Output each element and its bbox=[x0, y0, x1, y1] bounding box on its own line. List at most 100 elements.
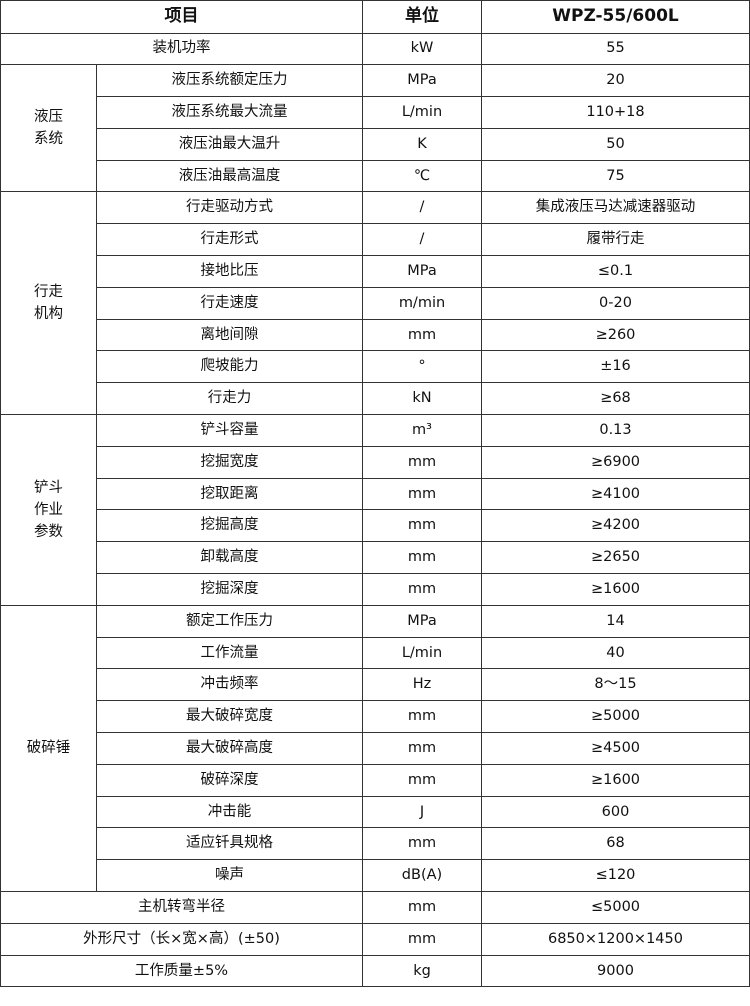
item-cell: 行走形式 bbox=[96, 223, 363, 257]
table-row: 主机转弯半径 mm ≤5000 bbox=[0, 891, 750, 924]
header-model: WPZ-55/600L bbox=[481, 0, 750, 34]
item-cell: 铲斗容量 bbox=[96, 414, 363, 447]
value-cell: 8～15 bbox=[481, 668, 750, 702]
value-cell: ≤0.1 bbox=[481, 255, 750, 288]
item-cell: 破碎深度 bbox=[96, 763, 363, 797]
unit-cell: kg bbox=[362, 954, 482, 988]
value-cell: 6850×1200×1450 bbox=[481, 922, 750, 956]
value-cell: 75 bbox=[481, 159, 750, 193]
table-row: 最大破碎宽度 mm ≥5000 bbox=[1, 700, 750, 734]
value-cell: 55 bbox=[481, 32, 750, 66]
item-cell: 接地比压 bbox=[96, 255, 363, 288]
table-row: 破碎锤 额定工作压力 MPa 14 bbox=[0, 604, 750, 893]
unit-cell: MPa bbox=[362, 64, 482, 98]
table-row: 适应钎具规格 mm 68 bbox=[1, 827, 750, 861]
unit-cell: MPa bbox=[362, 255, 482, 288]
value-cell: ≤5000 bbox=[481, 891, 750, 924]
unit-cell: mm bbox=[362, 732, 482, 765]
item-cell: 工作流量 bbox=[96, 636, 363, 670]
unit-cell: m³ bbox=[362, 414, 482, 447]
table-row: 破碎深度 mm ≥1600 bbox=[1, 763, 750, 797]
table-row: 液压油最大温升 K 50 bbox=[1, 127, 750, 161]
unit-cell: mm bbox=[362, 891, 482, 924]
item-cell: 冲击能 bbox=[96, 795, 363, 829]
item-cell: 最大破碎高度 bbox=[96, 732, 363, 765]
group-label: 铲斗 作业 参数 bbox=[0, 414, 97, 606]
table-row: 噪声 dB(A) ≤120 bbox=[1, 859, 750, 893]
value-cell: 20 bbox=[481, 64, 750, 98]
table-row: 液压系统 液压系统额定压力 MPa 20 bbox=[0, 64, 750, 193]
item-cell: 最大破碎宽度 bbox=[96, 700, 363, 734]
item-cell: 适应钎具规格 bbox=[96, 827, 363, 861]
value-cell: ≥4500 bbox=[481, 732, 750, 765]
item-cell: 行走驱动方式 bbox=[96, 191, 363, 225]
unit-cell: / bbox=[362, 223, 482, 257]
unit-cell: kN bbox=[362, 382, 482, 416]
value-cell: 集成液压马达减速器驱动 bbox=[481, 191, 750, 225]
item-cell: 挖掘高度 bbox=[96, 509, 363, 543]
item-cell: 噪声 bbox=[96, 859, 363, 893]
value-cell: ≥260 bbox=[481, 318, 750, 352]
unit-cell: J bbox=[362, 795, 482, 829]
value-cell: ≥4200 bbox=[481, 509, 750, 543]
table-row: 行走速度 m/min 0-20 bbox=[1, 286, 750, 320]
group-label-line: 破碎锤 bbox=[26, 740, 71, 757]
table-row: 冲击频率 Hz 8～15 bbox=[1, 668, 750, 702]
group-label-line: 作业 bbox=[34, 501, 63, 518]
unit-cell: m/min bbox=[362, 286, 482, 320]
group-label-line: 参数 bbox=[34, 523, 63, 540]
unit-cell: L/min bbox=[362, 96, 482, 129]
unit-cell: mm bbox=[362, 509, 482, 543]
table-row: 工作质量±5% kg 9000 bbox=[0, 954, 750, 988]
unit-cell: kW bbox=[362, 32, 482, 66]
table-row: 行走形式 / 履带行走 bbox=[1, 223, 750, 257]
header-item: 项目 bbox=[0, 0, 363, 34]
table-row: 行走力 kN ≥68 bbox=[1, 382, 750, 416]
unit-cell: mm bbox=[362, 763, 482, 797]
item-cell: 冲击频率 bbox=[96, 668, 363, 702]
item-cell: 行走力 bbox=[96, 382, 363, 416]
table-row: 挖掘宽度 mm ≥6900 bbox=[1, 445, 750, 479]
table-row: 液压油最高温度 ℃ 75 bbox=[1, 159, 750, 193]
table-row: 接地比压 MPa ≤0.1 bbox=[1, 255, 750, 288]
table-row: 液压系统最大流量 L/min 110+18 bbox=[1, 96, 750, 129]
table-row: 离地间隙 mm ≥260 bbox=[1, 318, 750, 352]
table-row: 最大破碎高度 mm ≥4500 bbox=[1, 732, 750, 765]
table-row: 挖掘高度 mm ≥4200 bbox=[1, 509, 750, 543]
item-cell: 液压油最高温度 bbox=[96, 159, 363, 193]
item-cell: 主机转弯半径 bbox=[0, 891, 363, 924]
value-cell: 68 bbox=[481, 827, 750, 861]
item-cell: 外形尺寸（长×宽×高）(±50) bbox=[0, 922, 363, 956]
item-cell: 装机功率 bbox=[0, 32, 363, 66]
group-label-line: 液压 bbox=[34, 109, 63, 126]
unit-cell: mm bbox=[362, 477, 482, 511]
group-label: 行走 机构 bbox=[0, 191, 97, 416]
group-label-line: 系统 bbox=[34, 131, 63, 148]
item-cell: 液压系统额定压力 bbox=[96, 64, 363, 98]
table-row: 外形尺寸（长×宽×高）(±50) mm 6850×1200×1450 bbox=[0, 922, 750, 956]
unit-cell: Hz bbox=[362, 668, 482, 702]
item-cell: 额定工作压力 bbox=[96, 604, 363, 638]
unit-cell: L/min bbox=[362, 636, 482, 670]
unit-cell: ° bbox=[362, 350, 482, 384]
header-unit: 单位 bbox=[362, 0, 482, 34]
value-cell: 0.13 bbox=[481, 414, 750, 447]
unit-cell: ℃ bbox=[362, 159, 482, 193]
value-cell: ≥1600 bbox=[481, 573, 750, 606]
value-cell: 40 bbox=[481, 636, 750, 670]
value-cell: 50 bbox=[481, 127, 750, 161]
table-row: 工作流量 L/min 40 bbox=[1, 636, 750, 670]
value-cell: 0-20 bbox=[481, 286, 750, 320]
unit-cell: K bbox=[362, 127, 482, 161]
value-cell: 600 bbox=[481, 795, 750, 829]
item-cell: 液压油最大温升 bbox=[96, 127, 363, 161]
item-cell: 液压系统最大流量 bbox=[96, 96, 363, 129]
unit-cell: / bbox=[362, 191, 482, 225]
item-cell: 挖取距离 bbox=[96, 477, 363, 511]
table-row: 装机功率 kW 55 bbox=[0, 32, 750, 66]
value-cell: ≥1600 bbox=[481, 763, 750, 797]
table-row: 冲击能 J 600 bbox=[1, 795, 750, 829]
header-row: 项目 单位 WPZ-55/600L bbox=[0, 0, 750, 34]
value-cell: ±16 bbox=[481, 350, 750, 384]
